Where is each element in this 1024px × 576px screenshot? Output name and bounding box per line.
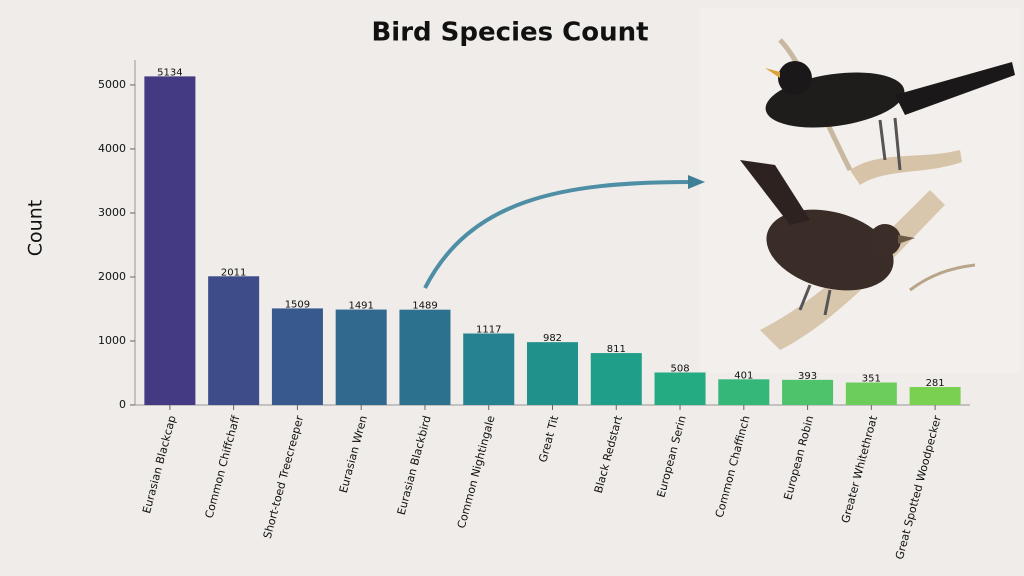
y-tick-label: 5000: [98, 78, 126, 91]
bar: [590, 353, 642, 405]
value-label: 1489: [412, 301, 437, 312]
arrow: [423, 180, 691, 289]
value-label: 401: [734, 370, 753, 381]
illustration: [700, 8, 1020, 373]
y-tick-label: 4000: [98, 142, 126, 155]
value-label: 281: [926, 378, 945, 389]
y-axis-label: Count: [25, 200, 47, 256]
value-label: 1491: [348, 301, 373, 312]
bar: [909, 387, 961, 405]
bar: [782, 379, 834, 405]
bar: [718, 379, 770, 405]
bar: [271, 308, 323, 405]
bar: [654, 372, 706, 405]
value-label: 5134: [157, 67, 182, 78]
bar: [144, 76, 196, 406]
chart-title: Bird Species Count: [371, 18, 648, 48]
value-label: 2011: [221, 267, 246, 278]
value-label: 1117: [476, 325, 501, 336]
bar: [335, 309, 387, 405]
bar: [526, 342, 579, 405]
y-tick-label: 2000: [98, 270, 126, 283]
y-tick-label: 1000: [98, 334, 126, 347]
value-label: 1509: [285, 299, 310, 310]
bar: [208, 276, 260, 405]
arrow-head: [688, 175, 705, 189]
value-label: 508: [670, 363, 689, 374]
bar: [463, 333, 515, 405]
value-label: 811: [607, 344, 626, 355]
bar: [399, 309, 451, 405]
y-tick-label: 0: [119, 398, 126, 411]
value-label: 393: [798, 371, 817, 382]
y-tick-label: 3000: [98, 206, 126, 219]
value-label: 351: [862, 374, 881, 385]
value-label: 982: [543, 333, 562, 344]
bar: [845, 382, 897, 405]
